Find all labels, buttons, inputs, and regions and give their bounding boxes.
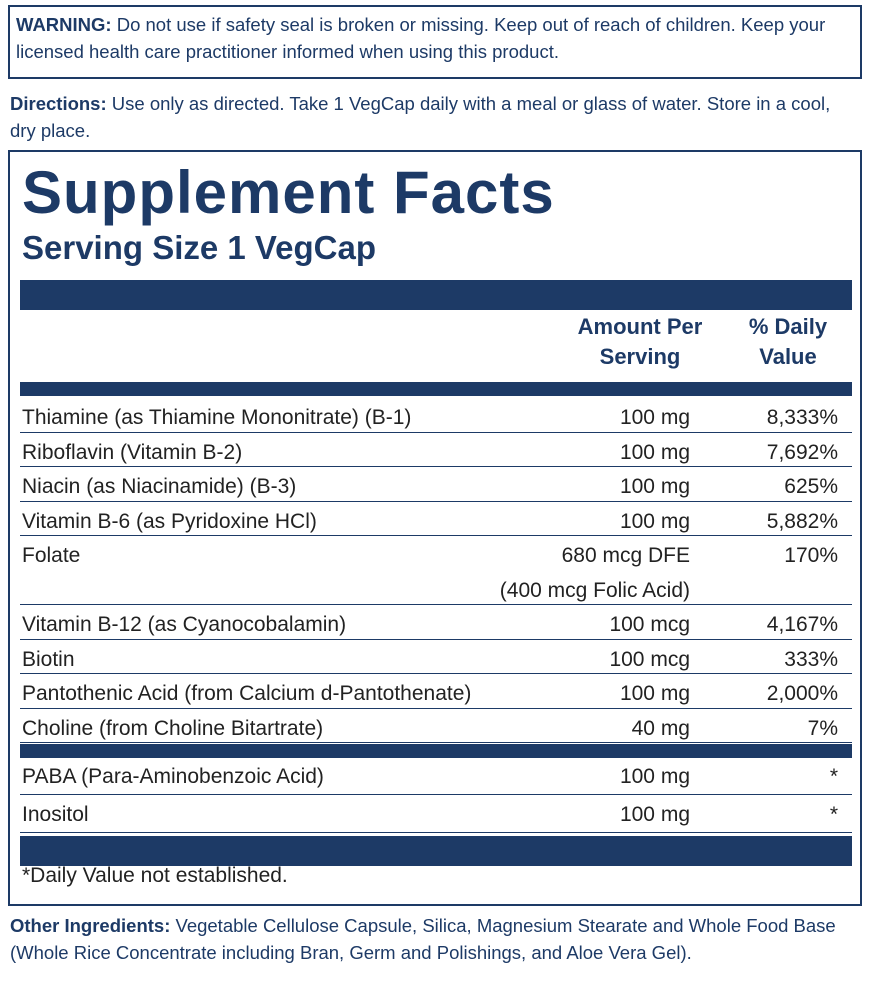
nutrient-name: Choline (from Choline Bitartrate) — [22, 716, 324, 740]
supplement-facts: Supplement Facts Serving Size 1 VegCap A… — [8, 150, 862, 906]
nutrient-amount: 100 mcg — [609, 613, 690, 636]
nutrient-name: Vitamin B-12 (as Cyanocobalamin) — [22, 613, 347, 636]
warning-box: WARNING: Do not use if safety seal is br… — [8, 5, 862, 79]
nutrient-daily-value: 7,692% — [766, 440, 838, 464]
nutrient-amount: 100 mg — [619, 475, 690, 498]
thick-bar — [20, 836, 852, 866]
nutrient-daily-value: * — [829, 803, 838, 826]
nutrient-row: Folate 680 mcg DFE (400 mcg Folic Acid) 170… — [20, 537, 852, 605]
nutrient-amount: 100 mg — [619, 406, 690, 429]
nutrient-daily-value: * — [829, 765, 838, 788]
nutrient-row: Riboflavin (Vitamin B-2) 100 mg 7,692% — [20, 434, 852, 467]
nutrient-name: Inositol — [22, 803, 89, 826]
nutrient-amount-note: (400 mcg Folic Acid) — [499, 578, 690, 602]
serving-size: Serving Size 1 VegCap — [22, 229, 376, 266]
nutrient-row: PABA (Para-Aminobenzoic Acid) 100 mg * — [20, 758, 852, 795]
nutrient-row: Pantothenic Acid (from Calcium d-Pantoth… — [20, 675, 852, 709]
warning-label: WARNING: — [16, 14, 112, 35]
dv-header: % Daily Value — [748, 314, 828, 369]
nutrient-name: Biotin — [22, 647, 75, 671]
nutrient-row: Inositol 100 mg * — [20, 796, 852, 833]
nutrient-name: Niacin (as Niacinamide) (B-3) — [22, 475, 297, 498]
nutrient-amount: 40 mg — [631, 716, 690, 740]
medium-bar — [20, 744, 852, 758]
facts-title: Supplement Facts — [22, 159, 555, 226]
nutrient-name: Vitamin B-6 (as Pyridoxine HCl) — [22, 509, 317, 533]
nutrient-amount: 100 mcg — [609, 647, 690, 671]
nutrient-daily-value: 625% — [784, 475, 838, 498]
other-ingredients-label: Other Ingredients: — [10, 915, 171, 936]
nutrient-amount: 100 mg — [619, 803, 690, 826]
nutrient-daily-value: 333% — [784, 647, 838, 671]
nutrient-daily-value: 4,167% — [766, 613, 838, 636]
nutrient-row: Biotin 100 mcg 333% — [20, 641, 852, 674]
thick-bar — [20, 280, 852, 310]
nutrient-name: PABA (Para-Aminobenzoic Acid) — [22, 765, 324, 788]
nutrient-name: Riboflavin (Vitamin B-2) — [22, 440, 243, 464]
nutrient-amount: 100 mg — [619, 765, 690, 788]
nutrient-amount: 680 mcg DFE — [561, 544, 690, 567]
warning-text: Do not use if safety seal is broken or m… — [16, 14, 826, 62]
nutrient-row: Vitamin B-12 (as Cyanocobalamin) 100 mcg 4… — [20, 606, 852, 640]
nutrient-daily-value: 2,000% — [766, 682, 838, 705]
nutrient-amount: 100 mg — [619, 440, 690, 464]
nutrient-daily-value: 7% — [807, 716, 838, 740]
nutrient-daily-value: 170% — [784, 544, 838, 567]
amount-header: Amount Per Serving — [577, 314, 703, 369]
nutrient-name: Folate — [22, 544, 81, 567]
directions-label: Directions: — [10, 93, 107, 114]
nutrient-amount: 100 mg — [619, 509, 690, 533]
directions: Directions: Use only as directed. Take 1… — [10, 90, 850, 144]
directions-text: Use only as directed. Take 1 VegCap dail… — [10, 93, 831, 141]
nutrient-amount: 100 mg — [619, 682, 690, 705]
nutrient-row: Choline (from Choline Bitartrate) 40 mg 7% — [20, 710, 852, 743]
nutrient-name: Thiamine (as Thiamine Mononitrate) (B-1) — [22, 406, 412, 429]
nutrient-daily-value: 5,882% — [766, 509, 838, 533]
medium-bar — [20, 382, 852, 396]
footnote: *Daily Value not established. — [22, 864, 288, 887]
nutrient-daily-value: 8,333% — [766, 406, 838, 429]
nutrient-name: Pantothenic Acid (from Calcium d-Pantoth… — [22, 682, 472, 705]
other-ingredients-text: Vegetable Cellulose Capsule, Silica, Mag… — [10, 915, 836, 963]
nutrient-row: Vitamin B-6 (as Pyridoxine HCl) 100 mg 5,8… — [20, 503, 852, 536]
nutrient-row: Thiamine (as Thiamine Mononitrate) (B-1)… — [20, 399, 852, 433]
other-ingredients: Other Ingredients: Vegetable Cellulose C… — [10, 912, 850, 966]
nutrient-row: Niacin (as Niacinamide) (B-3) 100 mg 625% — [20, 468, 852, 502]
